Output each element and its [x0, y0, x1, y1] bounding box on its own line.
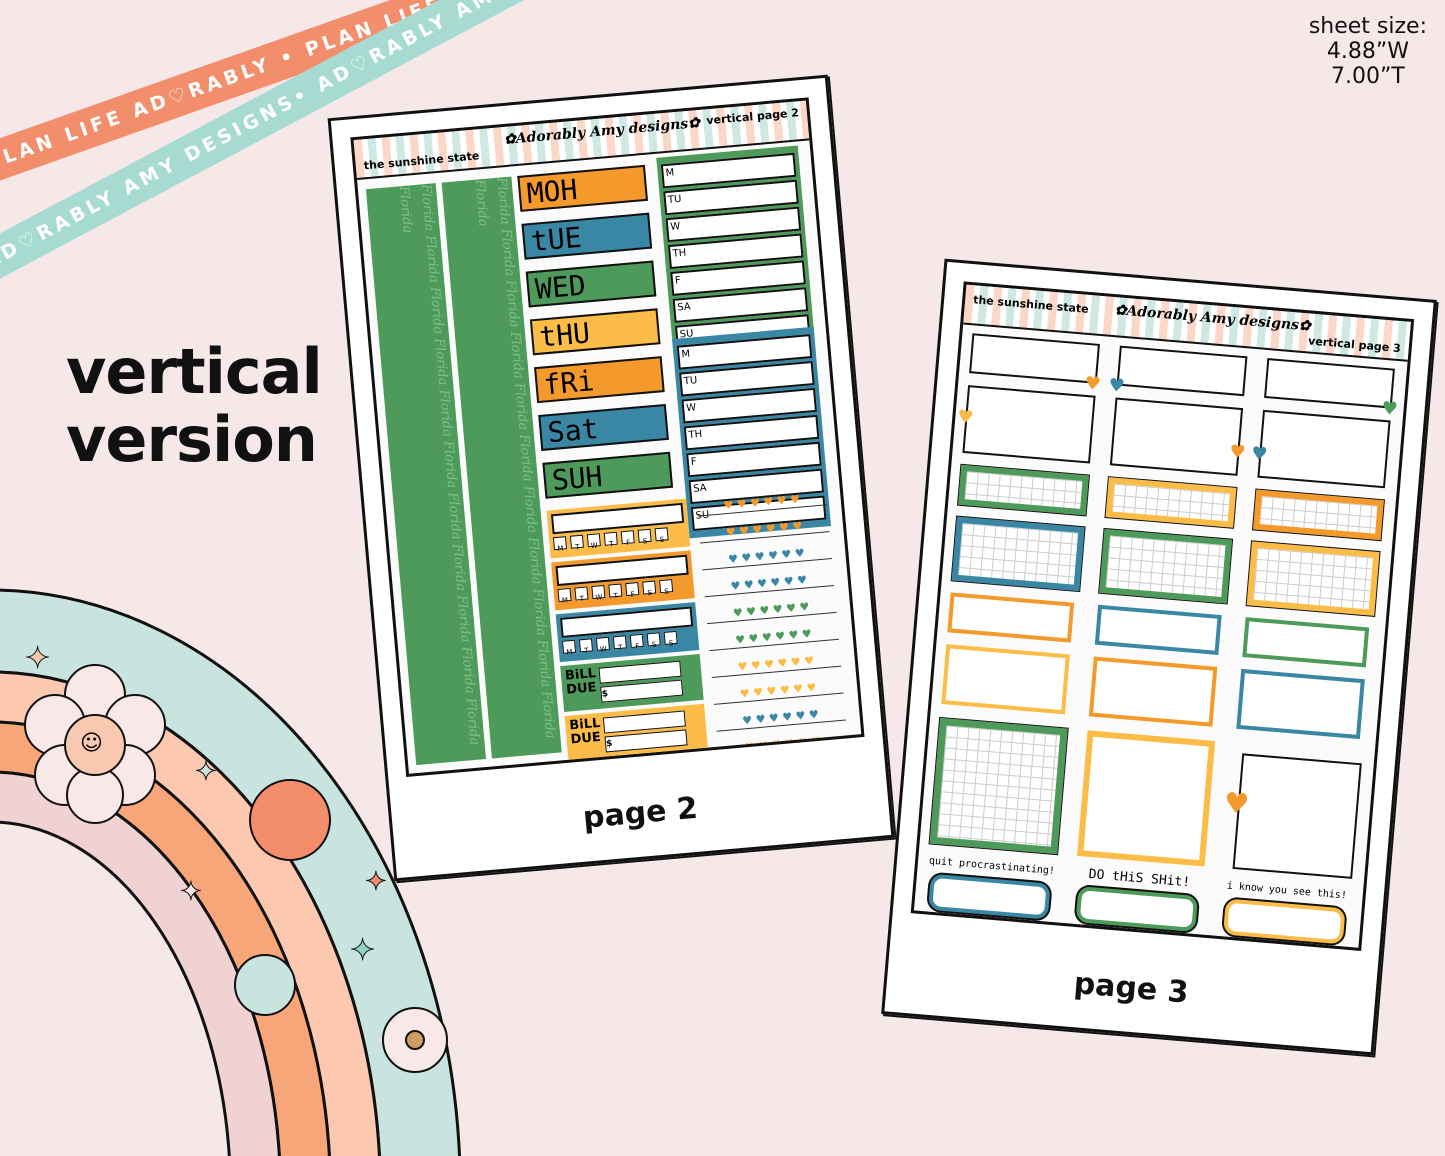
page-2-caption: page 2	[581, 790, 700, 836]
heart-box	[1264, 358, 1395, 409]
heart-line-stickers: ♥ ♥ ♥ ♥ ♥ ♥ ♥ ♥ ♥ ♥ ♥ ♥ ♥ ♥ ♥ ♥ ♥ ♥ ♥ ♥ …	[695, 478, 849, 759]
bill-due-sticker: BiLL DUE $	[564, 703, 709, 762]
day-cover-sun: SUH	[542, 451, 674, 499]
sheet-page-label: vertical page 3	[1307, 334, 1402, 356]
heart-box	[1109, 397, 1244, 476]
outline-box	[947, 592, 1075, 643]
sheet-theme-name: the sunshine state	[363, 149, 480, 173]
sheet-height: 7.00”T	[1331, 64, 1405, 89]
tracker-box: F	[625, 582, 640, 599]
tracker-box: T	[569, 534, 584, 551]
tracker-box: M	[562, 639, 577, 657]
day-cover-sat: Sat	[538, 403, 669, 451]
weekly-checklist-green: M TU W TH F SA SU	[656, 145, 816, 358]
grid-box	[950, 515, 1086, 593]
grid-square	[928, 716, 1069, 856]
smiley-flower-icon	[24, 664, 166, 824]
tracker-box: W	[595, 636, 610, 654]
page-3-sheet: the sunshine state ✿Adorably Amy designs…	[910, 281, 1415, 951]
grid-box	[1104, 475, 1238, 530]
heart-box	[969, 333, 1100, 384]
tracker-box: S	[659, 579, 674, 596]
outline-box	[941, 644, 1070, 715]
page-3-caption: page 3	[1072, 966, 1190, 1011]
sheet-width: 4.88”W	[1326, 39, 1409, 64]
sheet-size-label: sheet size:	[1308, 14, 1427, 39]
grid-box	[1251, 488, 1385, 542]
svg-text:✦: ✦	[180, 877, 202, 907]
tracker-box: M	[552, 536, 568, 553]
tracker-box: S	[654, 527, 669, 544]
outline-box	[1242, 617, 1370, 668]
tracker-box: M	[557, 587, 572, 605]
sticker-label: quit procrastinating!	[928, 855, 1056, 878]
tracker-box: S	[663, 630, 678, 648]
heart-box	[962, 385, 1096, 464]
page-title: vertical version	[66, 335, 323, 476]
sheet-size-info: sheet size: 4.88”W 7.00”T	[1309, 14, 1427, 89]
svg-text:☺: ☺	[80, 731, 103, 756]
heart-icon: ♥	[1380, 397, 1399, 421]
tracker-box: S	[646, 632, 661, 649]
heart-icon: ♥	[1083, 372, 1102, 396]
grid-box	[957, 463, 1090, 517]
svg-text:✦: ✦	[25, 641, 50, 676]
heart-icon: ♥	[1107, 374, 1126, 398]
day-cover-mon: MOH	[517, 164, 648, 212]
tracker-box: T	[608, 583, 623, 600]
tracker-box: F	[629, 633, 644, 651]
tracker-box: W	[591, 584, 606, 602]
heart-icon: ♥	[1250, 443, 1269, 466]
heart-icon: ♥	[1228, 441, 1247, 464]
heart-box	[1257, 409, 1391, 489]
tracker-box: T	[574, 586, 589, 603]
sheet-page-label: vertical page 2	[705, 106, 800, 128]
tracker-box: S	[637, 528, 652, 545]
svg-text:✦: ✦	[195, 757, 217, 787]
page-2-card: the sunshine state ✿Adorably Amy designs…	[327, 74, 895, 882]
rainbow-illustration: ☺ ✦ ✦ ✦ ✦ ✦	[0, 588, 461, 1156]
brand-logo: ✿Adorably Amy designs✿	[503, 114, 701, 148]
tracker-box: S	[642, 580, 657, 597]
title-line-2: version	[66, 403, 318, 476]
heart-square	[1232, 753, 1362, 879]
label-pill	[1223, 898, 1346, 945]
tracker-box: F	[620, 530, 635, 547]
sheet-theme-name: the sunshine state	[972, 293, 1090, 316]
title-line-1: vertical	[66, 335, 323, 408]
tracker-box: T	[612, 635, 627, 652]
grid-box	[1098, 527, 1234, 605]
brand-logo: ✿Adorably Amy designs✿	[1114, 302, 1312, 335]
tracker-box: W	[586, 533, 601, 550]
day-cover-fri: fRi	[534, 356, 665, 404]
outline-box	[1236, 668, 1365, 740]
day-cover-thu: tHU	[529, 308, 661, 356]
outline-box	[1088, 656, 1218, 727]
grid-box	[1245, 540, 1381, 618]
heart-box	[1116, 345, 1248, 397]
svg-text:✦: ✦	[350, 933, 375, 968]
tracker-box: T	[603, 531, 618, 548]
label-pill	[1075, 886, 1199, 932]
outline-box	[1094, 604, 1222, 655]
tracker-box: T	[578, 638, 594, 655]
outline-square	[1077, 730, 1216, 867]
bill-due-sticker: BiLL DUE $	[560, 653, 704, 712]
label-pill	[928, 873, 1051, 920]
heart-icon: ♥	[956, 406, 975, 429]
day-cover-wed: WED	[525, 260, 657, 308]
day-cover-tue: tUE	[521, 212, 653, 260]
sticker-label: i know you see this!	[1226, 880, 1348, 902]
page-2-sheet: the sunshine state ✿Adorably Amy designs…	[350, 97, 865, 777]
page-3-card: the sunshine state ✿Adorably Amy designs…	[881, 258, 1437, 1056]
svg-text:✦: ✦	[365, 867, 387, 897]
heart-icon: ♥	[1222, 786, 1251, 821]
